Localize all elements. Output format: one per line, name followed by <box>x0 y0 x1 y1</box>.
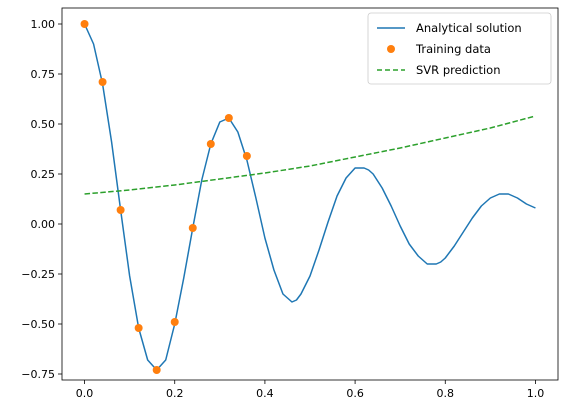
x-tick-label: 1.0 <box>527 387 545 400</box>
training-data-point <box>170 318 179 326</box>
legend-box <box>367 12 552 85</box>
training-data-point <box>134 324 143 332</box>
legend-label-analytical-solution: Analytical solution <box>416 21 522 35</box>
x-tick-label: 0.0 <box>76 387 94 400</box>
training-data-point <box>116 206 125 214</box>
y-tick-label: −0.25 <box>21 268 55 281</box>
y-tick-label: 0.50 <box>31 118 56 131</box>
training-data-point <box>188 224 197 232</box>
x-tick-label: 0.8 <box>437 387 455 400</box>
legend-label-svr-prediction: SVR prediction <box>416 63 501 77</box>
training-data-point <box>206 140 215 148</box>
analytical-solution-line <box>83 23 536 371</box>
plot-frame <box>61 7 559 381</box>
x-tick-label: 0.4 <box>256 387 274 400</box>
svr-prediction-line <box>84 115 536 195</box>
axis-layer: 0.0 0.2 0.4 0.6 0.8 1.0 −0.75 −0.50 −0.25 0.00 0.2… <box>21 18 544 400</box>
legend-label-training-data: Training data <box>415 42 491 56</box>
y-tick-label: 0.00 <box>31 218 56 231</box>
training-data-point <box>98 78 107 86</box>
plot-layer <box>80 20 536 374</box>
training-data-point <box>224 114 233 122</box>
y-tick-label: −0.50 <box>21 318 55 331</box>
x-tick-label: 0.6 <box>346 387 364 400</box>
x-tick-label: 0.2 <box>166 387 184 400</box>
training-data-point <box>242 152 251 160</box>
y-tick-label: 1.00 <box>31 18 56 31</box>
y-tick-label: −0.75 <box>21 368 55 381</box>
legend-swatch-training-data <box>387 45 395 53</box>
training-data-point <box>80 20 89 28</box>
y-tick-label: 0.75 <box>31 68 56 81</box>
training-data-point <box>152 366 161 374</box>
y-tick-label: 0.25 <box>31 168 56 181</box>
legend: Analytical solution Training data SVR pr… <box>367 12 552 85</box>
